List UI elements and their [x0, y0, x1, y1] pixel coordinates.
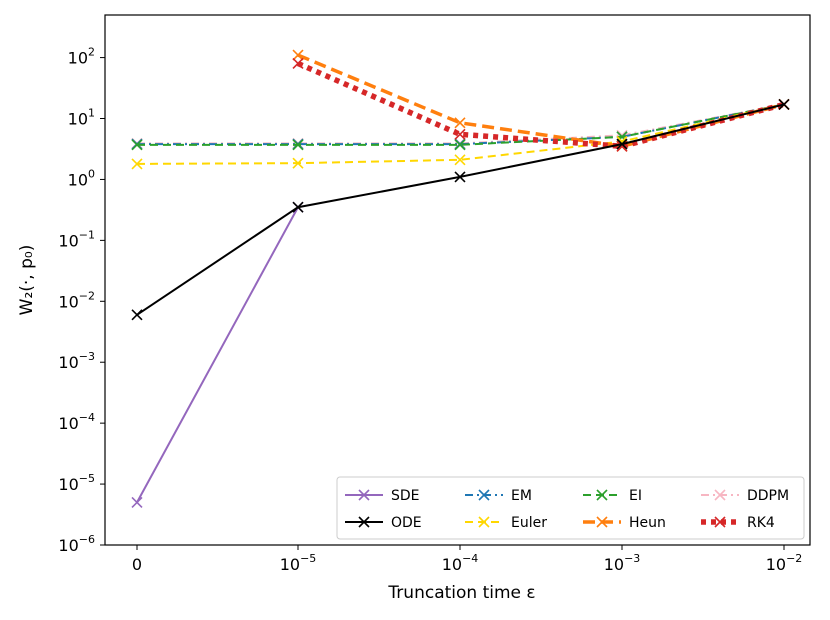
plot-frame [104, 14, 811, 546]
legend-label-euler: Euler [511, 515, 547, 531]
data-point-heun [292, 49, 304, 61]
legend-item-ddpm: DDPM [701, 488, 789, 504]
legend-label-ei: EI [629, 488, 642, 504]
legend-item-euler: Euler [465, 515, 547, 531]
legend-item-sde: SDE [345, 488, 420, 504]
data-point-euler [454, 154, 466, 166]
legend-item-heun: Heun [583, 515, 666, 531]
legend-item-ei: EI [583, 488, 642, 504]
series-line-rk4 [296, 60, 785, 150]
data-point-rk4 [292, 57, 304, 70]
legend-marker-rk4 [714, 516, 726, 528]
series-line-heun [297, 53, 785, 149]
series-ode [131, 98, 790, 321]
legend-label-heun: Heun [629, 515, 666, 531]
legend-label-ode: ODE [391, 515, 422, 531]
y-tick-label: 10−4 [58, 411, 95, 433]
y-tick-label: 10−1 [58, 228, 95, 250]
x-tick-label: 10−5 [280, 552, 317, 574]
data-point-heun [454, 117, 466, 129]
data-point-rk4 [454, 128, 466, 140]
legend-marker-ei [596, 489, 608, 501]
y-tick-label: 102 [68, 46, 95, 68]
series-heun [292, 49, 790, 152]
legend-box [336, 476, 805, 540]
legend-marker-ode [358, 516, 370, 528]
legend: SDE ODE EM Euler EI Heun DDPM RK4 [336, 476, 805, 540]
legend-marker-heun [596, 516, 608, 528]
series-line-sde [136, 206, 299, 503]
data-point-sde [131, 496, 143, 508]
legend-label-sde: SDE [391, 488, 420, 504]
legend-item-ode: ODE [345, 515, 422, 531]
data-point-ode [292, 201, 304, 213]
legend-item-em: EM [465, 488, 532, 504]
x-tick-label: 0 [132, 555, 142, 574]
y-tick-label: 10−6 [58, 533, 95, 555]
series-sde [131, 201, 304, 508]
data-point-ei [292, 139, 304, 151]
y-axis-label: W₂(·, p₀) [17, 245, 37, 316]
data-point-ode [778, 98, 790, 111]
legend-marker-sde [358, 489, 370, 501]
x-tick-label: 10−2 [766, 552, 803, 574]
series-line-ode [136, 103, 785, 316]
data-point-euler [131, 158, 143, 170]
x-tick-label: 10−3 [604, 552, 641, 574]
x-axis-label: Truncation time ε [387, 583, 535, 603]
legend-label-ddpm: DDPM [747, 488, 789, 504]
x-tick-label: 10−4 [442, 552, 479, 574]
data-point-ei [131, 139, 143, 151]
legend-item-rk4: RK4 [701, 515, 775, 531]
legend-marker-em [478, 489, 490, 501]
legend-label-em: EM [511, 488, 532, 504]
legend-marker-ddpm [714, 489, 726, 501]
y-tick-label: 10−3 [58, 350, 95, 372]
legend-marker-euler [478, 516, 490, 528]
series-line-ddpm [137, 103, 785, 145]
data-point-ei [454, 139, 466, 151]
data-point-ode [131, 309, 143, 321]
data-point-ode [616, 138, 628, 150]
data-point-euler [292, 157, 304, 169]
data-point-ode [454, 171, 466, 183]
y-tick-label: 101 [68, 107, 95, 129]
y-tick-label: 100 [68, 167, 95, 189]
series-rk4 [292, 57, 790, 152]
legend-label-rk4: RK4 [747, 515, 775, 531]
series-line-ei [137, 103, 785, 146]
y-tick-label: 10−2 [58, 289, 95, 311]
y-tick-label: 10−5 [58, 472, 95, 494]
series-line-euler [136, 103, 785, 165]
